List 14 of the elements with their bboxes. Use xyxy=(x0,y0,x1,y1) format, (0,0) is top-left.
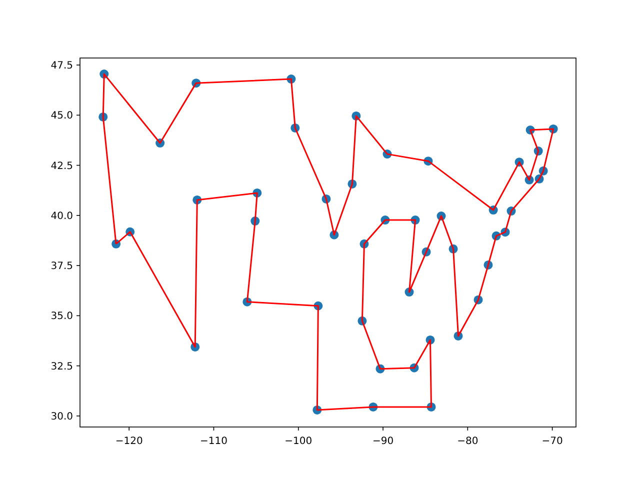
x-tick-label: −70 xyxy=(542,436,563,447)
x-tick-label: −120 xyxy=(115,436,143,447)
y-tick-label: 40.0 xyxy=(50,210,73,222)
y-tick-label: 47.5 xyxy=(50,60,73,72)
y-tick-label: 32.5 xyxy=(50,361,73,372)
y-tick-label: 30.0 xyxy=(50,411,73,422)
y-tick-label: 45.0 xyxy=(50,110,73,122)
y-tick-label: 37.5 xyxy=(50,261,73,272)
y-tick-label: 35.0 xyxy=(50,311,73,322)
x-tick-label: −80 xyxy=(457,436,478,447)
y-tick-label: 42.5 xyxy=(50,160,73,172)
x-tick-label: −100 xyxy=(284,436,312,447)
x-tick-label: −110 xyxy=(200,436,228,447)
x-tick-label: −90 xyxy=(372,436,394,447)
